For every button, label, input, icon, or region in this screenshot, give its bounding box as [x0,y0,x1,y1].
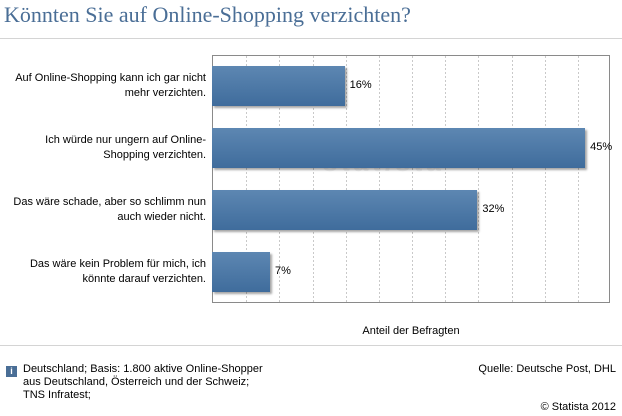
category-label: Ich würde nur ungern auf Online- Shopping… [6,133,206,163]
bar [212,190,478,230]
category-label-line: Ich würde nur ungern auf Online- [45,134,206,146]
category-label: Das wäre schade, aber so schlimm nun auch… [6,195,206,225]
category-label-line: auch wieder nicht. [117,211,206,223]
category-label-line: könnte darauf verzichten. [82,273,206,285]
category-label-line: Das wäre kein Problem für mich, ich [29,258,206,270]
copyright-note: © Statista 2012 [540,401,616,413]
bar-value-label: 45% [590,141,613,153]
category-label: Auf Online-Shopping kann ich gar nicht me… [6,71,206,101]
x-axis-label: Anteil der Befragten [362,325,460,337]
bar-value-label: 7% [275,265,291,277]
category-label-line: Shopping verzichten. [103,149,206,161]
footnote-basis: Deutschland; Basis: 1.800 aktive Online-… [23,363,263,402]
bar-value-label: 32% [482,203,505,215]
bar [212,128,586,168]
basis-line: Deutschland; Basis: 1.800 aktive Online-… [23,363,263,375]
category-label-line: Auf Online-Shopping kann ich gar nicht [15,72,206,84]
category-label: Das wäre kein Problem für mich, ich könnt… [6,257,206,287]
basis-line: TNS Infratest; [23,389,91,401]
chart-title: Könnten Sie auf Online-Shopping verzicht… [4,2,411,27]
source-note: Quelle: Deutsche Post, DHL [478,363,616,375]
category-label-line: mehr verzichten. [124,87,206,99]
bar-value-label: 16% [349,79,372,91]
bar [212,252,271,292]
basis-line: aus Deutschland, Österreich und der Schw… [23,376,250,388]
category-label-line: Das wäre schade, aber so schlimm nun [13,196,206,208]
bar [212,66,345,106]
info-icon[interactable]: i [6,366,17,377]
title-divider [0,38,622,39]
footer-divider [0,345,622,346]
